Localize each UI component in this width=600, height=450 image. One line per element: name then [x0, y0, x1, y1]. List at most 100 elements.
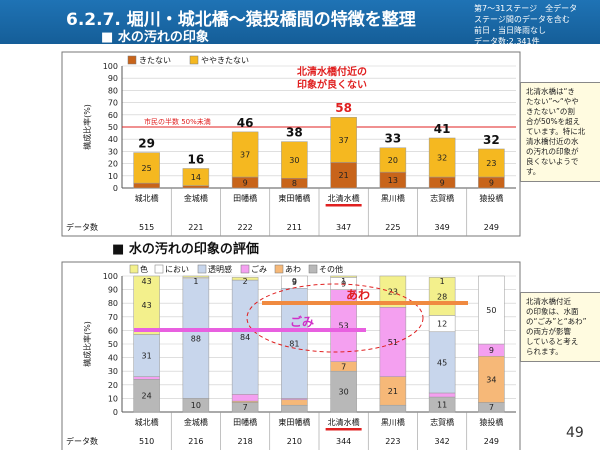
data-label: 43 [142, 277, 152, 286]
callout-line: の“ごみ”と“あわ” [526, 317, 587, 326]
callout-2: 北清水橋付近 の印象は、水面 の“ごみ”と“あわ” の両方が影響 していると考え られます… [520, 292, 600, 362]
callout-2-text: 北清水橋付近 の印象は、水面 の“ごみ”と“あわ” の両方が影響 していると考え られます… [526, 297, 598, 357]
bar-segment [379, 147, 407, 173]
total-label: 46 [237, 116, 254, 130]
bar-segment [330, 116, 357, 163]
category-label: 北清水橋 [328, 417, 360, 427]
callout-line: していると考え [526, 337, 579, 346]
callout-1: 北清水橋は“き たない”～“やや きたない”の割 合が50%を超え ています。特に北 清水… [520, 82, 600, 182]
data-label: 20 [388, 156, 398, 165]
callout-line: の汚れの印象が [526, 147, 579, 156]
bar-segment [133, 376, 160, 380]
y-tick-label: 0 [113, 184, 118, 193]
category-label: 田幡橋 [233, 193, 257, 203]
count-label: 216 [188, 437, 203, 446]
callout-line: の印象は、水面 [526, 307, 579, 316]
data-label: 8 [292, 179, 297, 188]
callout-line: 合が50%を超え [526, 117, 581, 126]
category-label: 東田幡橋 [278, 417, 310, 427]
data-label: 34 [486, 375, 496, 384]
note-line: ステージ間のデータを含む [474, 15, 570, 24]
gomi-annotation: ごみ [290, 314, 314, 329]
data-label: 14 [191, 173, 201, 182]
total-label: 41 [434, 122, 451, 136]
section-title-2-text: 水の汚れの印象の評価 [128, 242, 259, 257]
count-label: 342 [434, 437, 449, 446]
y-tick-label: 30 [108, 367, 118, 376]
count-label: 249 [484, 437, 499, 446]
count-label: 249 [484, 223, 499, 232]
count-row-label: データ数 [66, 222, 98, 232]
chart-impression: 0 10 20 30 40 50 60 70 80 90 100 構成比率(%) 城北橋 515 金城橋 22… [61, 51, 521, 237]
legend-swatch [240, 264, 250, 274]
data-label: 37 [240, 150, 250, 159]
bar-segment [133, 379, 160, 413]
category-label: 田幡橋 [233, 417, 257, 427]
data-label: 30 [289, 156, 299, 165]
bar-segment [379, 404, 407, 413]
category-label: 猿投橋 [479, 193, 503, 203]
y-tick-label: 40 [108, 135, 118, 144]
bar-segment [231, 279, 259, 395]
annotation: 印象が良くない [297, 78, 367, 91]
bar-segment [478, 355, 505, 403]
category-label: 城北橋 [135, 417, 159, 427]
highlight-ellipse [246, 283, 424, 353]
bar-segment [478, 148, 505, 178]
bar-segment [281, 404, 308, 413]
legend-swatch [308, 264, 318, 274]
y-tick-label: 70 [108, 99, 118, 108]
legend-label: におい [165, 265, 189, 274]
legend-swatch [197, 264, 207, 274]
count-label: 344 [336, 437, 351, 446]
legend-swatch [127, 55, 137, 65]
data-label: 53 [339, 322, 349, 331]
note-line: データ数:2,341件 [474, 37, 540, 46]
data-label: 7 [243, 403, 248, 412]
category-label: 金城橋 [184, 417, 208, 427]
section-title-1: ■ 水の汚れの印象 [101, 30, 209, 45]
page-title: 6.2.7. 堀川・城北橋～猿投橋間の特徴を整理 [66, 10, 416, 30]
section-title-1-text: 水の汚れの印象 [117, 30, 209, 45]
header-notes: 第7～31ステージ 全データ ステージ間のデータを含む 前日・当日降雨なし デー… [474, 3, 577, 47]
count-label: 349 [434, 223, 449, 232]
title-bar [0, 0, 600, 44]
legend-label: 色 [140, 264, 148, 274]
data-label: 1 [341, 277, 346, 286]
category-label: 北清水橋 [328, 193, 360, 203]
y-tick-label: 10 [108, 172, 118, 181]
bar-segment [182, 278, 210, 399]
y-tick-label: 70 [108, 313, 118, 322]
y-tick-label: 80 [108, 86, 118, 95]
category-label: 東田幡橋 [278, 193, 310, 203]
data-label: 1 [193, 277, 198, 286]
bar-segment [133, 152, 160, 184]
bar-segment [330, 162, 357, 189]
data-label: 24 [142, 392, 152, 401]
bar-segment [281, 399, 308, 406]
legend-swatch [274, 264, 284, 274]
data-label: 23 [486, 159, 496, 168]
y-tick-label: 50 [108, 340, 118, 349]
data-label: 9 [489, 346, 494, 355]
data-label: 7 [489, 403, 494, 412]
bar-segment [281, 287, 308, 399]
note-line: 前日・当日降雨なし [474, 26, 546, 35]
bar-segment [330, 275, 357, 278]
bar-segment [379, 307, 407, 377]
category-label: 黒川橋 [381, 193, 405, 203]
bar-segment [231, 394, 259, 402]
y-tick-label: 40 [108, 354, 118, 363]
data-label: 43 [142, 301, 152, 310]
data-label: 31 [142, 352, 152, 361]
category-label: 城北橋 [135, 193, 159, 203]
data-label: 1 [440, 277, 445, 286]
y-tick-label: 60 [108, 111, 118, 120]
data-label: 37 [339, 136, 349, 145]
reference-line-label: 市民の半数 50%未満 [144, 117, 211, 126]
bar-segment [428, 392, 456, 398]
callout-line: られます。 [526, 347, 563, 356]
bar-segment [182, 275, 210, 278]
data-label: 25 [142, 164, 152, 173]
